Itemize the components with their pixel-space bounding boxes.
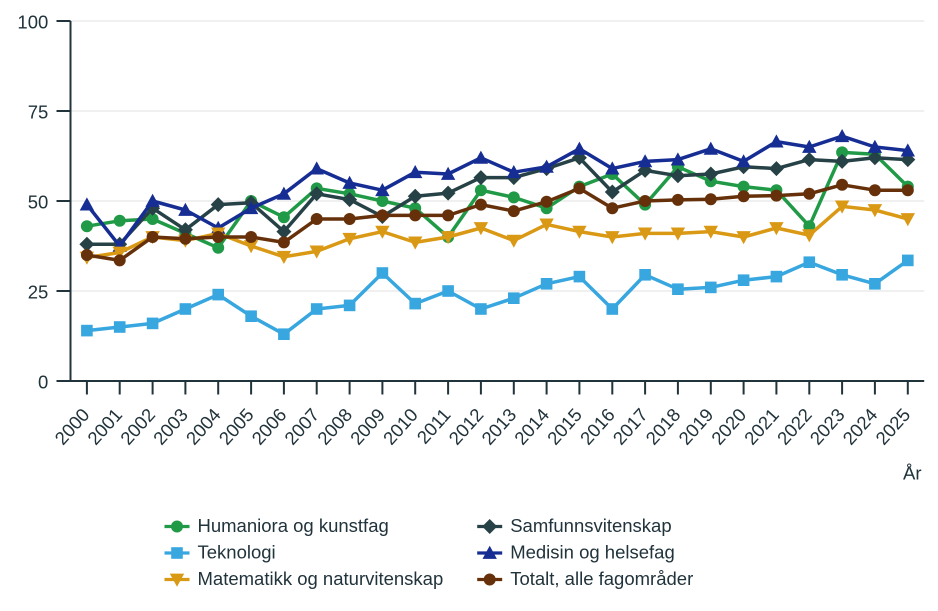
svg-text:100: 100 [17, 12, 48, 33]
svg-text:75: 75 [28, 102, 49, 123]
svg-text:Medisin og helsefag: Medisin og helsefag [510, 542, 675, 563]
svg-text:Humaniora og kunstfag: Humaniora og kunstfag [198, 515, 389, 536]
svg-text:Samfunnsvitenskap: Samfunnsvitenskap [510, 515, 671, 536]
svg-text:Matematikk og naturvitenskap: Matematikk og naturvitenskap [198, 568, 444, 589]
svg-text:0: 0 [38, 372, 48, 393]
svg-text:25: 25 [28, 282, 49, 303]
svg-text:Teknologi: Teknologi [198, 542, 276, 563]
svg-text:50: 50 [28, 192, 49, 213]
svg-text:År: År [903, 463, 922, 484]
svg-text:Totalt, alle fagområder: Totalt, alle fagområder [510, 568, 693, 589]
